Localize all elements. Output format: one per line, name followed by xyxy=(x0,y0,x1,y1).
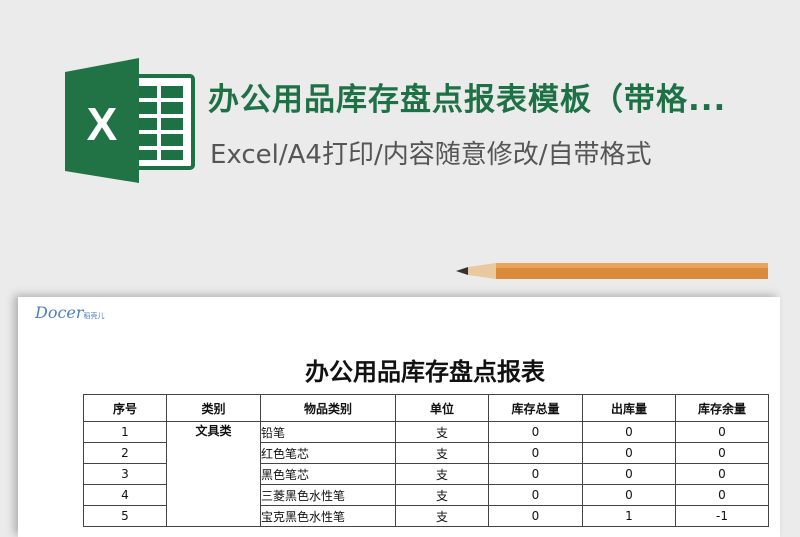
header-cell: 单位 xyxy=(395,394,489,422)
table-cell: 0 xyxy=(675,463,769,485)
table-row: 3 黑色笔芯支 0 0 0 xyxy=(83,463,769,485)
header-cell: 出库量 xyxy=(582,394,676,422)
header-cell: 序号 xyxy=(83,394,167,422)
table-cell: 1 xyxy=(83,421,167,443)
inventory-table: 序号 类别 物品类别 单位 库存总量 出库量 库存余量 1 文具类 铅笔支 0 0 0 2 红… xyxy=(83,394,769,527)
category-cell: 文具类 xyxy=(166,421,261,527)
table-cell: 黑色笔芯 xyxy=(260,463,396,485)
table-cell: 0 xyxy=(582,421,676,443)
table-cell: 0 xyxy=(582,442,676,464)
header-cell: 物品类别 xyxy=(260,394,396,422)
header-cell: 库存总量 xyxy=(488,394,583,422)
table-cell: 0 xyxy=(582,463,676,485)
banner-subtitle: Excel/A4打印/内容随意修改/自带格式 xyxy=(210,140,652,170)
table-cell: 0 xyxy=(675,421,769,443)
table-cell: 1 xyxy=(582,505,676,527)
pencil-icon xyxy=(456,263,768,279)
table-cell: 0 xyxy=(488,505,583,527)
table-cell: 铅笔 xyxy=(260,421,396,443)
table-header: 序号 类别 物品类别 单位 库存总量 出库量 库存余量 xyxy=(83,394,769,422)
table-row: 4 三菱黑色水性笔支 0 0 0 xyxy=(83,484,769,506)
table-cell: 0 xyxy=(488,421,583,443)
docer-logo: Docer稻壳儿 xyxy=(35,303,105,322)
table-cell: 0 xyxy=(675,442,769,464)
table-cell: 2 xyxy=(83,442,167,464)
document-title: 办公用品库存盘点报表 xyxy=(305,358,545,386)
table-cell: 支 xyxy=(395,484,489,506)
table-row: 2 红色笔芯支 0 0 0 xyxy=(83,442,769,464)
table-cell: 5 xyxy=(83,505,167,527)
header-cell: 类别 xyxy=(166,394,261,422)
banner-title: 办公用品库存盘点报表模板（带格... xyxy=(208,82,727,118)
svg-text:X: X xyxy=(87,98,118,150)
table-cell: 0 xyxy=(488,442,583,464)
table-row: 1 文具类 铅笔支 0 0 0 xyxy=(83,421,769,527)
table-cell: 宝克黑色水性笔 xyxy=(260,505,396,527)
excel-icon: X xyxy=(65,58,195,183)
table-cell: 0 xyxy=(675,484,769,506)
table-cell: 3 xyxy=(83,463,167,485)
table-row: 5 宝克黑色水性笔支 0 1 -1 xyxy=(83,505,769,527)
header-cell: 库存余量 xyxy=(675,394,769,422)
table-cell: 0 xyxy=(488,484,583,506)
table-cell: 支 xyxy=(395,505,489,527)
table-cell: 0 xyxy=(582,484,676,506)
table-cell: 支 xyxy=(395,463,489,485)
table-cell: 三菱黑色水性笔 xyxy=(260,484,396,506)
table-cell: 支 xyxy=(395,442,489,464)
table-cell: 红色笔芯 xyxy=(260,442,396,464)
table-cell: 支 xyxy=(395,421,489,443)
table-cell: 4 xyxy=(83,484,167,506)
table-cell: -1 xyxy=(675,505,769,527)
table-cell: 0 xyxy=(488,463,583,485)
